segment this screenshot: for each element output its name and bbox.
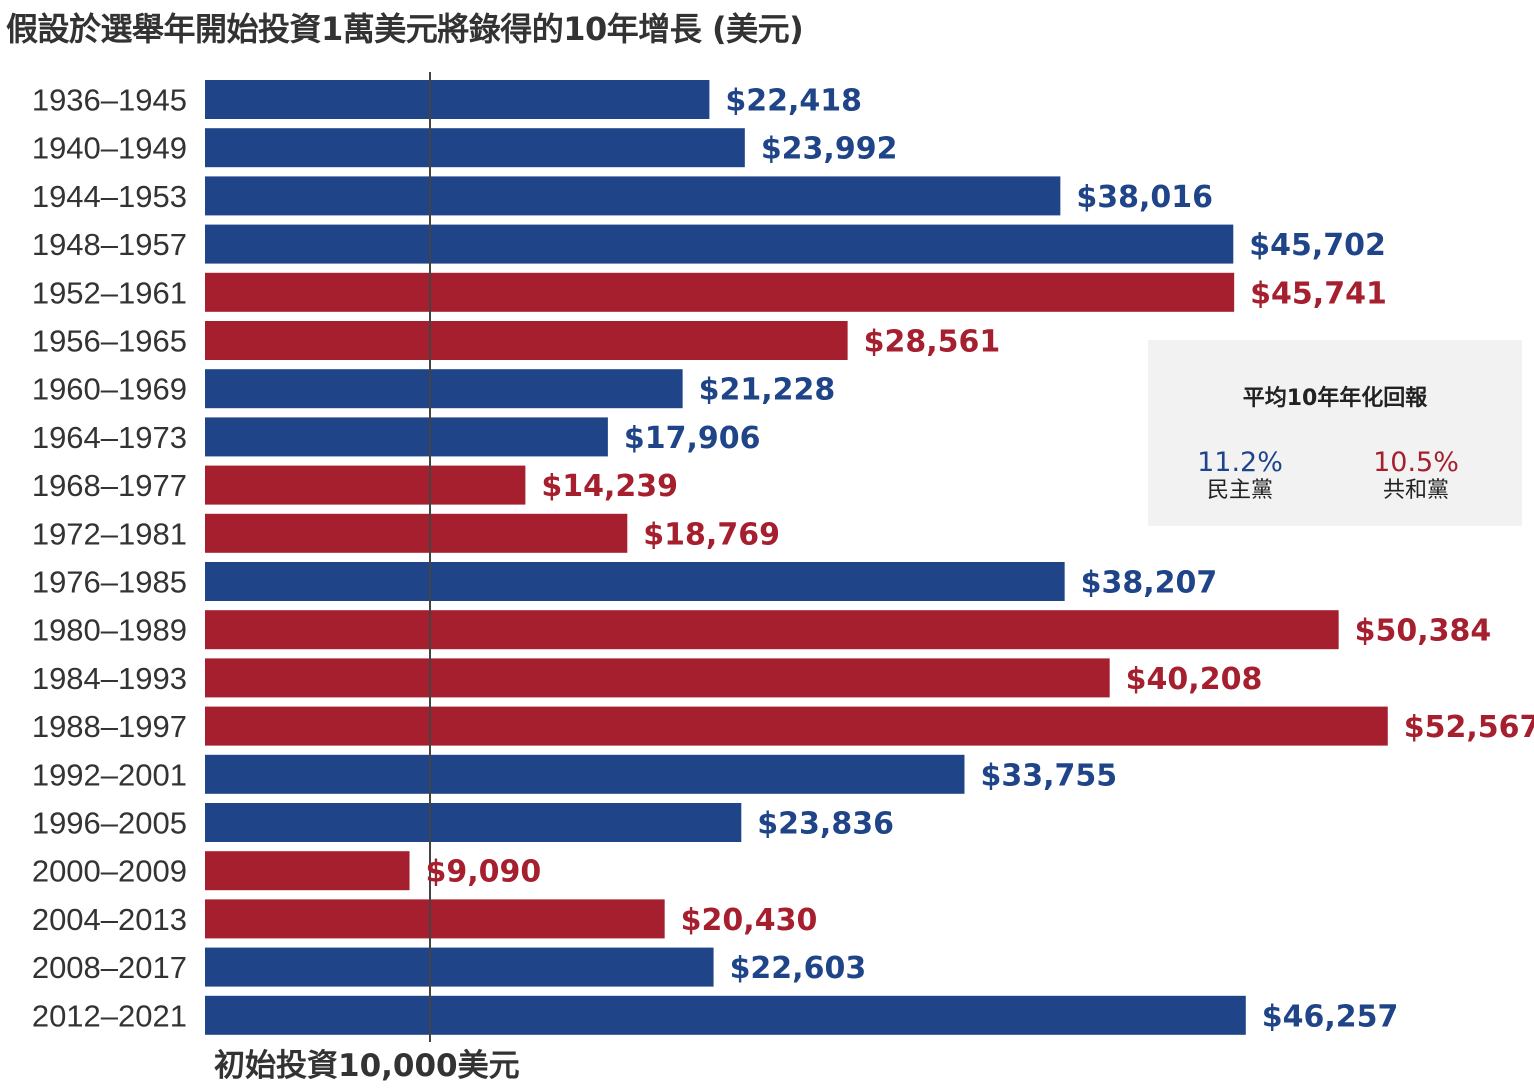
value-label: $52,567 xyxy=(1404,710,1534,745)
value-label: $21,228 xyxy=(699,373,836,408)
category-label: 1972–1981 xyxy=(32,516,187,551)
legend-title: 平均10年年化回報 xyxy=(1242,386,1428,411)
category-label: 1952–1961 xyxy=(32,275,187,310)
category-label: 1996–2005 xyxy=(32,806,187,841)
category-label: 2012–2021 xyxy=(32,998,187,1033)
category-label: 1956–1965 xyxy=(32,324,187,359)
legend-item-democrat: 11.2% 民主黨 xyxy=(1160,448,1320,504)
bar-2008–2017 xyxy=(205,947,714,987)
category-label: 2000–2009 xyxy=(32,854,187,889)
bar-1988–1997 xyxy=(205,706,1388,746)
value-label: $20,430 xyxy=(681,903,818,938)
value-label: $9,090 xyxy=(426,855,542,890)
category-label: 1964–1973 xyxy=(32,420,187,455)
bar-1936–1945 xyxy=(205,80,710,119)
bar-1952–1961 xyxy=(205,272,1235,312)
value-label: $14,239 xyxy=(541,469,678,504)
bar-1996–2005 xyxy=(205,803,742,842)
legend-item-republican: 10.5% 共和黨 xyxy=(1336,448,1496,504)
bar-1956–1965 xyxy=(205,321,848,360)
value-label: $38,207 xyxy=(1081,566,1218,601)
value-label: $46,257 xyxy=(1262,999,1399,1034)
bar-1944–1953 xyxy=(205,176,1061,216)
bar-2000–2009 xyxy=(205,851,410,891)
bar-1980–1989 xyxy=(205,610,1339,650)
category-label: 2004–2013 xyxy=(32,902,187,937)
bar-1968–1977 xyxy=(205,465,526,505)
category-label: 1980–1989 xyxy=(32,613,187,648)
value-label: $18,769 xyxy=(643,517,780,552)
category-label: 1936–1945 xyxy=(32,83,187,118)
bar-1948–1957 xyxy=(205,224,1234,264)
value-label: $38,016 xyxy=(1076,180,1213,215)
category-label: 1984–1993 xyxy=(32,661,187,696)
value-label: $33,755 xyxy=(980,758,1117,793)
bar-2004–2013 xyxy=(205,899,665,939)
category-label: 2008–2017 xyxy=(32,950,187,985)
category-label: 1968–1977 xyxy=(32,468,187,503)
bar-1972–1981 xyxy=(205,513,628,553)
legend-value-democrat: 11.2% xyxy=(1197,447,1283,478)
value-label: $22,603 xyxy=(730,951,867,986)
category-label: 1976–1985 xyxy=(32,565,187,600)
category-label: 1940–1949 xyxy=(32,131,187,166)
bar-1984–1993 xyxy=(205,658,1110,698)
category-label: 1948–1957 xyxy=(32,227,187,262)
legend-box: 平均10年年化回報 11.2% 民主黨 10.5% 共和黨 xyxy=(1148,340,1522,526)
bars-layer xyxy=(205,80,1388,1035)
value-label: $23,836 xyxy=(757,807,894,842)
bar-1940–1949 xyxy=(205,128,745,168)
bar-1964–1973 xyxy=(205,417,608,457)
value-label: $23,992 xyxy=(761,132,898,167)
value-label: $28,561 xyxy=(864,325,1001,360)
labels-layer: 1936–1945 $22,418 1940–1949 $23,992 1944–195… xyxy=(32,83,1534,1035)
category-label: 1944–1953 xyxy=(32,179,187,214)
category-label: 1992–2001 xyxy=(32,757,187,792)
bar-2012–2021 xyxy=(205,995,1246,1035)
value-label: $40,208 xyxy=(1126,662,1263,697)
value-label: $45,702 xyxy=(1249,228,1386,263)
value-label: $50,384 xyxy=(1355,614,1492,649)
legend-value-republican: 10.5% xyxy=(1373,447,1459,478)
chart-title: 假設於選舉年開始投資1萬美元將錄得的10年增長 (美元) xyxy=(6,10,804,48)
category-label: 1988–1997 xyxy=(32,709,187,744)
category-label: 1960–1969 xyxy=(32,372,187,407)
legend-name-democrat: 民主黨 xyxy=(1206,478,1273,503)
value-label: $17,906 xyxy=(624,421,761,456)
bar-1960–1969 xyxy=(205,369,683,409)
value-label: $45,741 xyxy=(1250,276,1387,311)
legend-name-republican: 共和黨 xyxy=(1382,478,1449,503)
bar-1992–2001 xyxy=(205,754,965,794)
value-label: $22,418 xyxy=(725,84,862,119)
bar-1976–1985 xyxy=(205,562,1065,601)
baseline-label: 初始投資10,000美元 xyxy=(214,1048,520,1084)
